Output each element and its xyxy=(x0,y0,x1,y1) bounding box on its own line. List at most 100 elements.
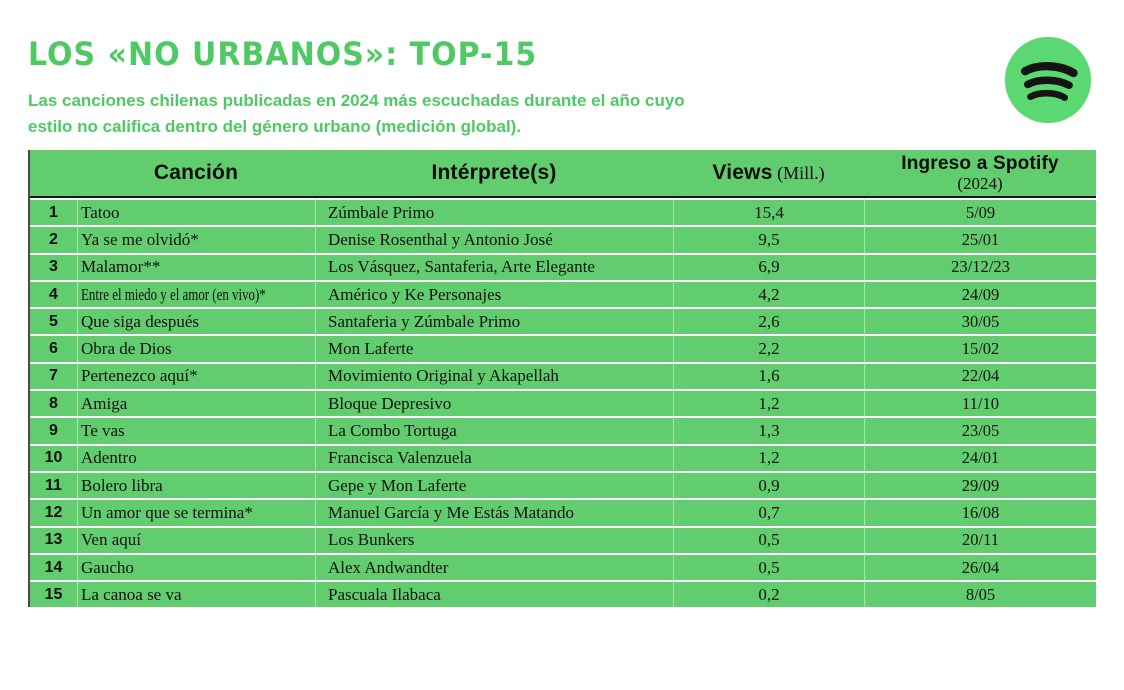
cell-date-text: 15/02 xyxy=(961,339,1000,359)
cell-song: Ven aquí xyxy=(77,525,315,553)
cell-date: 20/11 xyxy=(864,525,1096,553)
table-row: 4 Entre el miedo y el amor (en vivo)* Amér… xyxy=(30,279,1096,308)
cell-date-text: 5/09 xyxy=(965,202,996,222)
cell-rank: 9 xyxy=(30,416,77,444)
cell-date-text: 16/08 xyxy=(961,502,1000,522)
cell-rank: 1 xyxy=(30,198,77,226)
header-date-label: Ingreso a Spotify xyxy=(901,152,1059,174)
cell-rank-text: 14 xyxy=(44,558,63,576)
cell-views: 0,2 xyxy=(673,580,864,608)
cell-views: 4,2 xyxy=(673,279,864,308)
cell-views: 1,6 xyxy=(673,361,864,390)
cell-artist-text: Alex Andwandter xyxy=(328,557,449,577)
cell-date-text: 23/05 xyxy=(961,421,1000,441)
cell-date-text: 22/04 xyxy=(961,366,1000,386)
cell-views-text: 2,2 xyxy=(758,339,780,359)
cell-rank: 8 xyxy=(30,389,77,417)
cell-rank-text: 11 xyxy=(45,476,62,494)
cell-views: 0,7 xyxy=(673,498,864,526)
cell-song-text: Malamor** xyxy=(81,257,161,277)
cell-views-text: 1,6 xyxy=(758,366,780,386)
cell-date: 22/04 xyxy=(864,361,1096,390)
cell-rank: 14 xyxy=(30,552,77,581)
cell-artist: Américo y Ke Personajes xyxy=(315,279,673,308)
header-date: Ingreso a Spotify (2024) xyxy=(864,150,1096,198)
cell-date: 24/09 xyxy=(864,279,1096,308)
cell-rank-text: 15 xyxy=(44,585,63,603)
table-body: 1 Tatoo Zúmbale Primo 15,4 5/09 2 Ya se me olv… xyxy=(30,198,1096,608)
cell-artist-text: Denise Rosenthal y Antonio José xyxy=(328,229,553,249)
cell-artist: Gepe y Mon Laferte xyxy=(315,470,673,499)
cell-song-text: Gaucho xyxy=(81,557,134,577)
cell-artist-text: Santaferia y Zúmbale Primo xyxy=(328,311,521,331)
cell-artist-text: La Combo Tortuga xyxy=(328,421,457,441)
cell-views-text: 4,2 xyxy=(758,284,780,304)
cell-song-text: Bolero libra xyxy=(81,475,163,495)
cell-song: Pertenezco aquí* xyxy=(77,361,315,390)
table-row: 11 Bolero libra Gepe y Mon Laferte 0,9 29/09 xyxy=(30,470,1096,499)
cell-views: 0,5 xyxy=(673,525,864,553)
cell-song: Un amor que se termina* xyxy=(77,498,315,526)
cell-views: 1,2 xyxy=(673,443,864,471)
cell-rank-text: 6 xyxy=(49,340,58,358)
cell-song-text: Te vas xyxy=(81,421,125,441)
cell-rank: 3 xyxy=(30,252,77,280)
table-row: 15 La canoa se va Pascuala Ilabaca 0,2 8/05 xyxy=(30,580,1096,608)
cell-rank-text: 9 xyxy=(49,422,58,440)
cell-views-text: 0,2 xyxy=(758,584,780,604)
cell-artist-text: Pascuala Ilabaca xyxy=(328,584,441,604)
cell-artist: Los Vásquez, Santaferia, Arte Elegante xyxy=(315,252,673,280)
cell-rank: 2 xyxy=(30,225,77,253)
cell-rank-text: 2 xyxy=(49,230,58,248)
top15-table-container: Canción Intérprete(s) Views (Mill.) Ingr… xyxy=(28,150,1096,608)
cell-rank-text: 12 xyxy=(44,503,63,521)
cell-song: Entre el miedo y el amor (en vivo)* xyxy=(77,279,315,308)
cell-views-text: 1,2 xyxy=(758,393,780,413)
cell-date: 5/09 xyxy=(864,198,1096,226)
cell-song-text: Un amor que se termina* xyxy=(81,502,253,522)
cell-views: 1,3 xyxy=(673,416,864,444)
cell-date: 15/02 xyxy=(864,334,1096,362)
cell-rank-text: 3 xyxy=(49,258,58,276)
header-views-label: Views xyxy=(712,161,773,184)
cell-date-text: 23/12/23 xyxy=(951,257,1010,277)
table-row: 3 Malamor** Los Vásquez, Santaferia, Arte … xyxy=(30,252,1096,280)
cell-artist: Bloque Depresivo xyxy=(315,389,673,417)
cell-rank-text: 4 xyxy=(49,285,58,303)
cell-song: Gaucho xyxy=(77,552,315,581)
subtitle-line-2: estilo no califica dentro del género urb… xyxy=(28,116,522,136)
cell-rank: 15 xyxy=(30,580,77,608)
cell-date: 24/01 xyxy=(864,443,1096,471)
cell-artist-text: Américo y Ke Personajes xyxy=(328,284,502,304)
header-song: Canción xyxy=(77,150,315,198)
cell-song-text: Adentro xyxy=(81,448,137,468)
cell-song: Tatoo xyxy=(77,198,315,226)
cell-song-text: Amiga xyxy=(81,393,128,413)
cell-song-text: Pertenezco aquí* xyxy=(81,366,198,386)
cell-date: 29/09 xyxy=(864,470,1096,499)
header-date-year: (2024) xyxy=(957,173,1003,193)
cell-date-text: 20/11 xyxy=(962,530,999,550)
cell-rank: 7 xyxy=(30,361,77,390)
cell-views: 0,5 xyxy=(673,552,864,581)
cell-rank-text: 5 xyxy=(49,312,58,330)
header-artist: Intérprete(s) xyxy=(315,150,673,198)
header-song-label: Canción xyxy=(153,161,239,184)
cell-song: La canoa se va xyxy=(77,580,315,608)
table-row: 8 Amiga Bloque Depresivo 1,2 11/10 xyxy=(30,389,1096,417)
cell-date: 23/12/23 xyxy=(864,252,1096,280)
table-row: 6 Obra de Dios Mon Laferte 2,2 15/02 xyxy=(30,334,1096,362)
cell-date-text: 26/04 xyxy=(961,557,1000,577)
cell-song: Ya se me olvidó* xyxy=(77,225,315,253)
cell-artist-text: Movimiento Original y Akapellah xyxy=(328,366,559,386)
header-artist-label: Intérprete(s) xyxy=(431,161,557,184)
table-row: 14 Gaucho Alex Andwandter 0,5 26/04 xyxy=(30,552,1096,581)
cell-artist: Movimiento Original y Akapellah xyxy=(315,361,673,390)
cell-views-text: 2,6 xyxy=(758,311,780,331)
cell-views-text: 0,9 xyxy=(758,475,780,495)
cell-date: 11/10 xyxy=(864,389,1096,417)
cell-date-text: 8/05 xyxy=(965,584,996,604)
header-views: Views (Mill.) xyxy=(673,150,864,198)
page-title: LOS «NO URBANOS»: TOP-15 xyxy=(28,36,538,74)
